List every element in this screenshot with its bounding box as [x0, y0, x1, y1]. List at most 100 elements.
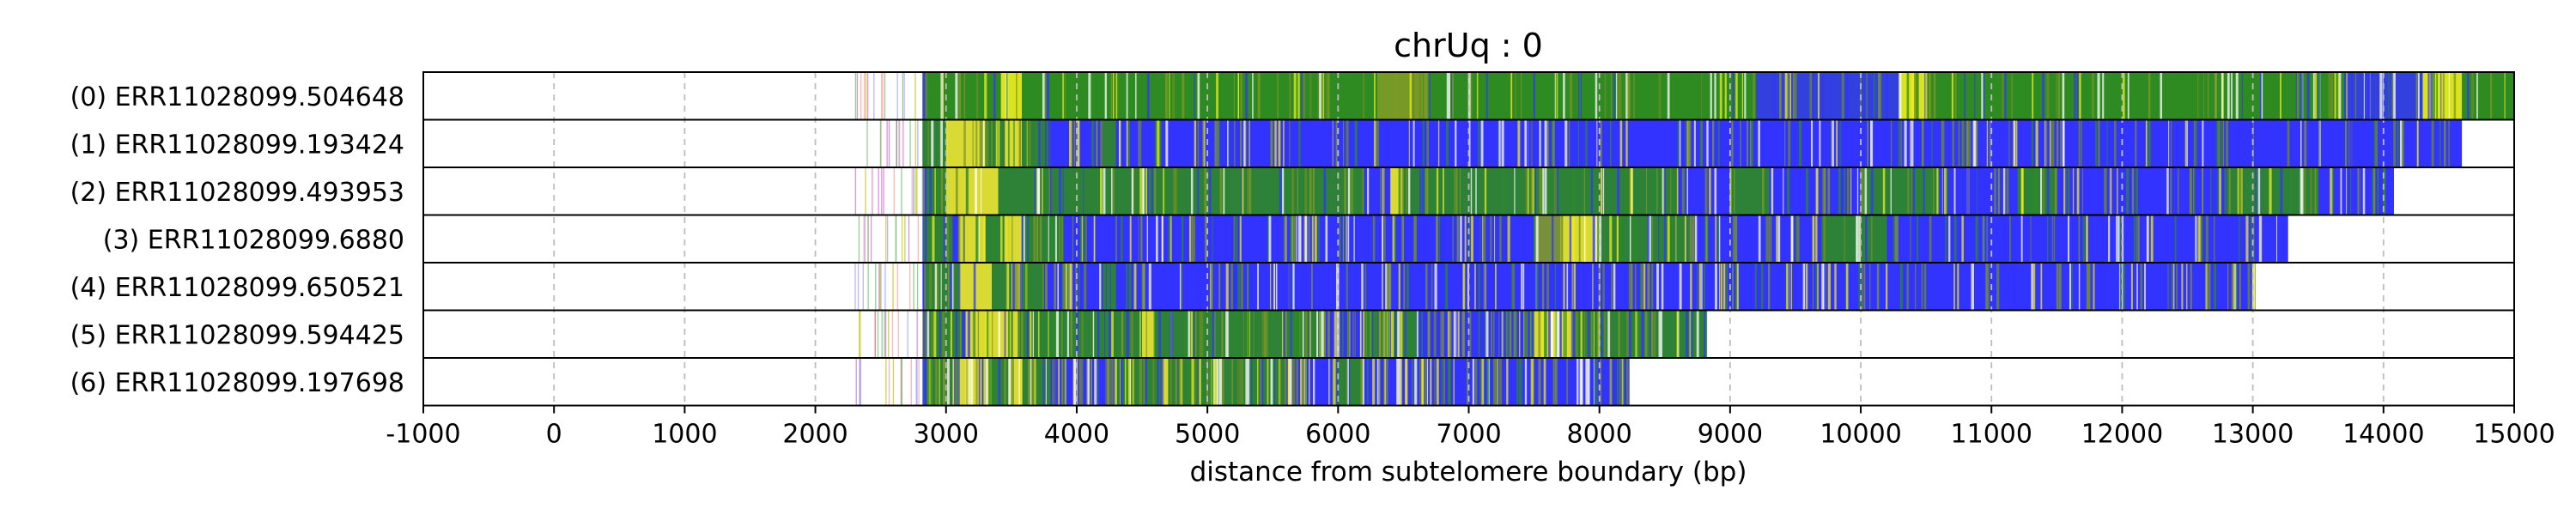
read-stripe: [975, 167, 977, 215]
sparse-stripe: [917, 215, 920, 263]
read-stripe: [1436, 215, 1439, 263]
read-stripe: [1426, 167, 1429, 215]
read-stripe: [1070, 310, 1072, 358]
read-stripe: [924, 310, 927, 358]
read-stripe: [1223, 167, 1225, 215]
read-stripe: [1571, 310, 1574, 358]
read-stripe: [1400, 310, 1403, 358]
read-stripe: [1138, 215, 1139, 263]
read-stripe: [1515, 72, 1517, 120]
read-stripe: [1792, 72, 1795, 120]
read-stripe: [1235, 310, 1238, 358]
read-stripe: [1570, 72, 1572, 120]
read-stripe: [1684, 119, 1686, 167]
read-row: [858, 215, 2288, 263]
read-stripe: [1462, 263, 1466, 311]
read-stripe: [2328, 72, 2331, 120]
read-stripe: [1064, 358, 1066, 406]
read-stripe: [2077, 215, 2079, 263]
read-stripe: [1553, 167, 1555, 215]
read-stripe: [975, 72, 979, 120]
read-stripe: [940, 167, 944, 215]
read-stripe: [1100, 119, 1103, 167]
read-stripe: [1183, 310, 1187, 358]
chart-title: chrUq : 0: [1394, 27, 1543, 64]
read-stripe: [2231, 72, 2233, 120]
read-stripe: [1709, 263, 1711, 311]
read-stripe: [1613, 72, 1615, 120]
read-stripe: [2238, 119, 2241, 167]
read-stripe: [2235, 72, 2239, 120]
sparse-stripe: [909, 119, 911, 167]
read-stripe: [1498, 119, 1499, 167]
read-stripe: [1291, 358, 1292, 406]
read-stripe: [1812, 263, 1814, 311]
read-stripe: [2046, 167, 2050, 215]
read-segment: [1926, 72, 2345, 120]
read-stripe: [1082, 215, 1085, 263]
read-stripe: [1527, 167, 1529, 215]
read-stripe: [1732, 263, 1734, 311]
read-stripe: [1421, 310, 1423, 358]
read-stripe: [1813, 72, 1814, 120]
read-stripe: [1013, 119, 1015, 167]
read-stripe: [1948, 215, 1951, 263]
read-stripe: [1016, 72, 1018, 120]
sparse-stripe: [916, 167, 918, 215]
read-stripe: [1119, 119, 1121, 167]
read-stripe: [2126, 167, 2129, 215]
read-stripe: [925, 263, 928, 311]
read-stripe: [1619, 72, 1622, 120]
read-stripe: [1925, 72, 1928, 120]
read-stripe: [1026, 310, 1029, 358]
read-stripe: [973, 310, 976, 358]
read-stripe: [2105, 167, 2107, 215]
read-stripe: [950, 310, 952, 358]
read-stripe: [962, 310, 963, 358]
read-stripe: [1378, 358, 1381, 406]
read-stripe: [1596, 310, 1599, 358]
read-stripe: [1080, 358, 1084, 406]
read-stripe: [1954, 72, 1957, 120]
read-stripe: [1006, 263, 1010, 311]
read-stripe: [1455, 119, 1457, 167]
read-stripe: [1529, 119, 1532, 167]
sparse-stripe: [896, 119, 897, 167]
read-stripe: [1291, 167, 1295, 215]
read-stripe: [2108, 215, 2111, 263]
read-stripe: [2079, 72, 2081, 120]
read-stripe: [1588, 358, 1590, 406]
read-stripe: [1335, 263, 1339, 311]
read-stripe: [1028, 358, 1030, 406]
read-stripe: [1693, 119, 1696, 167]
read-stripe: [1538, 310, 1541, 358]
read-stripe: [1765, 215, 1769, 263]
read-stripe: [1295, 310, 1298, 358]
read-stripe: [1475, 167, 1477, 215]
read-stripe: [1546, 310, 1547, 358]
read-stripe: [1048, 215, 1049, 263]
read-stripe: [2099, 167, 2103, 215]
read-stripe: [922, 72, 926, 120]
read-stripe: [1239, 215, 1242, 263]
read-stripe: [1721, 263, 1723, 311]
read-stripe: [1548, 310, 1551, 358]
read-stripe: [2241, 72, 2243, 120]
read-stripe: [1012, 263, 1015, 311]
read-stripe: [1677, 119, 1680, 167]
sparse-stripe: [900, 358, 902, 406]
read-stripe: [2166, 167, 2169, 215]
sparse-stripe: [880, 263, 882, 311]
read-stripe: [1455, 167, 1458, 215]
read-stripe: [1600, 167, 1603, 215]
read-stripe: [1986, 119, 1989, 167]
read-stripe: [1449, 310, 1452, 358]
read-stripe: [2146, 119, 2148, 167]
sparse-stripe: [917, 119, 919, 167]
sparse-stripe: [913, 167, 914, 215]
read-stripe: [978, 215, 980, 263]
read-label: (6) ERR11028099.197698: [70, 368, 404, 398]
read-stripe: [1321, 72, 1325, 120]
read-stripe: [1425, 263, 1428, 311]
read-stripe: [2318, 72, 2320, 120]
